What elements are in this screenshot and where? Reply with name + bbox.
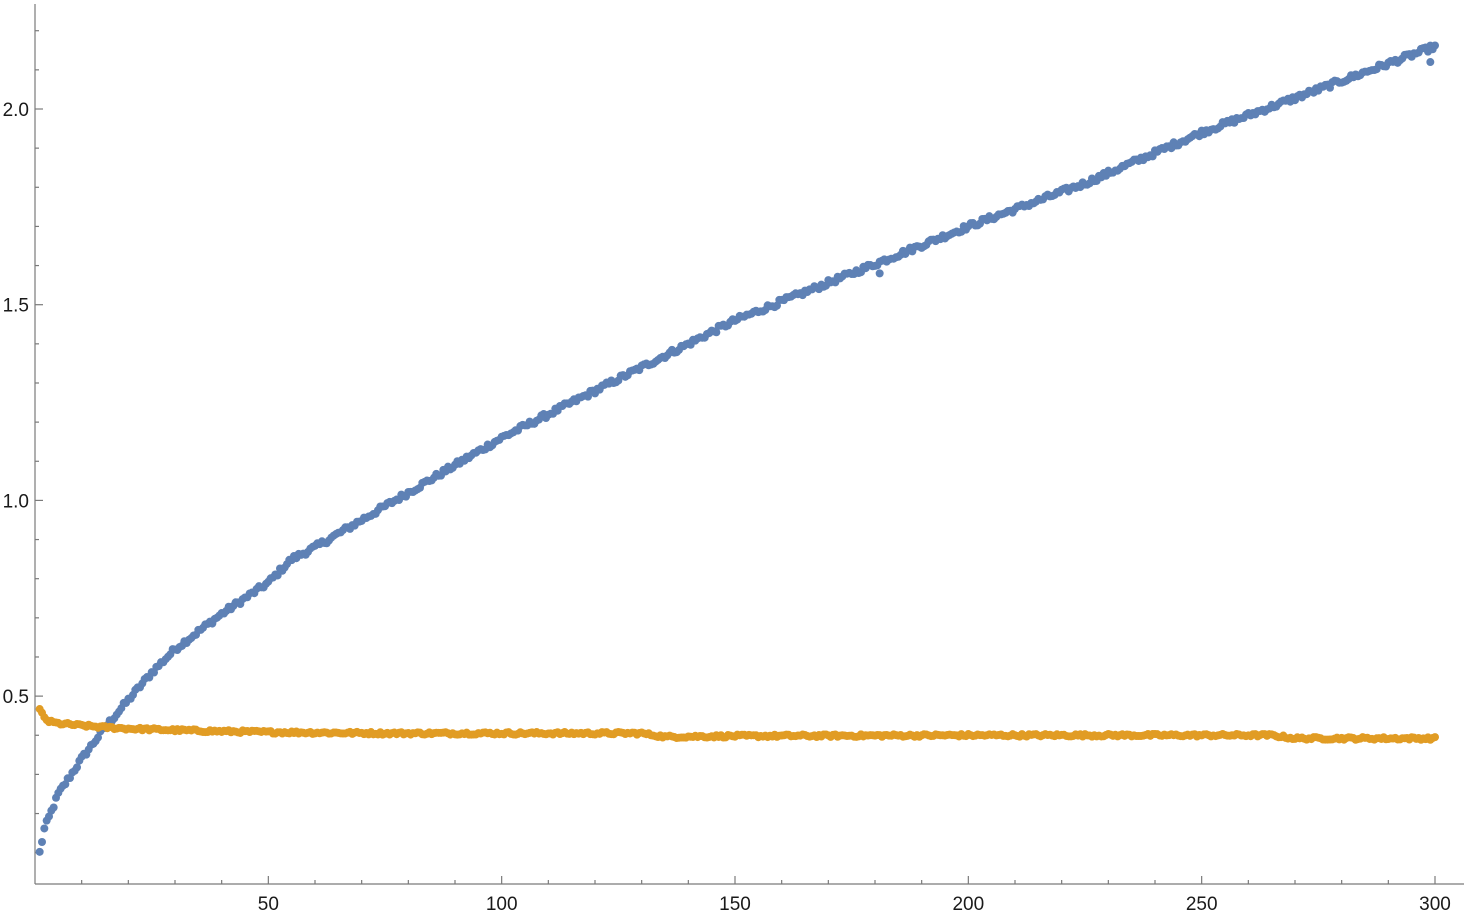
axes: 50 100 150 200 250 300 0.5 1.0 1.5 2.0	[3, 4, 1464, 915]
x-tick-label: 50	[258, 894, 279, 915]
y-tick-label: 0.5	[3, 687, 29, 708]
data-point	[1431, 41, 1439, 50]
y-tick-label: 1.0	[3, 491, 29, 512]
data-point	[35, 847, 44, 856]
y-tick-label: 2.0	[3, 100, 29, 121]
data-point	[40, 824, 49, 833]
series-1	[35, 41, 1439, 856]
data-point	[49, 803, 58, 812]
x-tick-label: 100	[486, 894, 518, 915]
data-point	[1426, 58, 1435, 67]
data-point	[94, 733, 102, 742]
x-tick-label: 300	[1419, 894, 1451, 915]
data-point	[61, 780, 70, 789]
series-2	[35, 705, 1439, 744]
y-tick-label: 1.5	[3, 296, 29, 317]
data-point	[1431, 733, 1439, 742]
data-point	[38, 838, 46, 847]
data-point	[875, 269, 884, 278]
data-points	[35, 41, 1439, 856]
x-tick-label: 250	[1186, 894, 1218, 915]
x-tick-label: 200	[952, 894, 984, 915]
data-point	[73, 763, 81, 772]
data-point	[712, 328, 721, 337]
x-tick-label: 150	[719, 894, 751, 915]
